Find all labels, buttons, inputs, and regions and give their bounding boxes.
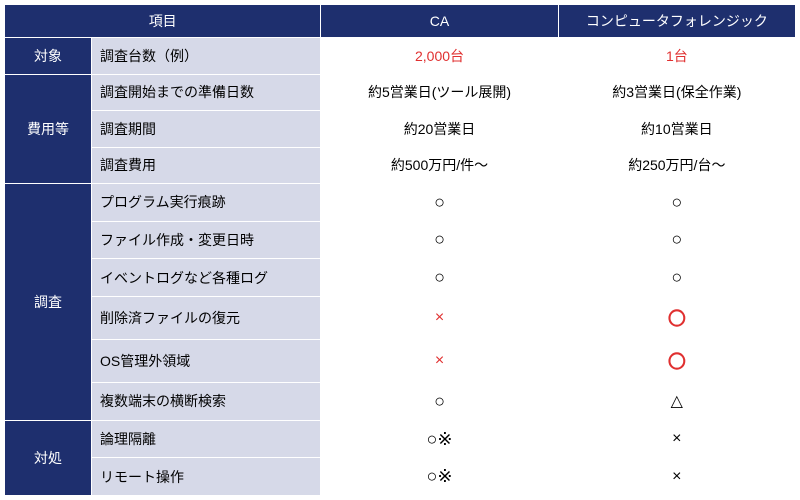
cell-ca: ○※ [321,420,558,458]
cell-cf: 約10営業日 [558,111,795,148]
row-label: イベントログなど各種ログ [92,259,321,297]
row-label: プログラム実行痕跡 [92,184,321,222]
header-ca: CA [321,5,558,38]
cell-cf: 1台 [558,38,795,75]
header-cf: コンピュータフォレンジック [558,5,795,38]
header-row: 項目 CA コンピュータフォレンジック [5,5,796,38]
category-cell: 対象 [5,38,92,75]
category-cell: 費用等 [5,74,92,184]
table-row: 削除済ファイルの復元×〇 [5,296,796,339]
table-row: 対処論理隔離○※× [5,420,796,458]
table-row: 調査期間約20営業日約10営業日 [5,111,796,148]
cell-ca: 2,000台 [321,38,558,75]
row-label: ファイル作成・変更日時 [92,221,321,259]
cell-cf: 約250万円/台～ [558,147,795,184]
cell-ca: 約20営業日 [321,111,558,148]
cell-ca: ○ [321,383,558,421]
row-label: 複数端末の横断検索 [92,383,321,421]
cell-ca: ○ [321,259,558,297]
comparison-table: 項目 CA コンピュータフォレンジック 対象調査台数（例）2,000台1台費用等… [4,4,796,496]
category-cell: 対処 [5,420,92,495]
cell-cf: 約3営業日(保全作業) [558,74,795,111]
row-label: 調査費用 [92,147,321,184]
table-row: 調査費用約500万円/件～約250万円/台～ [5,147,796,184]
header-items: 項目 [5,5,321,38]
cell-cf: ○ [558,184,795,222]
cell-ca: × [321,339,558,382]
cell-ca: 約5営業日(ツール展開) [321,74,558,111]
row-label: OS管理外領域 [92,339,321,382]
row-label: 削除済ファイルの復元 [92,296,321,339]
cell-ca: × [321,296,558,339]
cell-cf: × [558,458,795,496]
row-label: リモート操作 [92,458,321,496]
cell-ca: 約500万円/件～ [321,147,558,184]
row-label: 論理隔離 [92,420,321,458]
cell-cf: 〇 [558,339,795,382]
table-row: イベントログなど各種ログ○○ [5,259,796,297]
row-label: 調査台数（例） [92,38,321,75]
cell-ca: ○※ [321,458,558,496]
row-label: 調査期間 [92,111,321,148]
cell-cf: 〇 [558,296,795,339]
table-row: リモート操作○※× [5,458,796,496]
cell-cf: ○ [558,221,795,259]
table-row: ファイル作成・変更日時○○ [5,221,796,259]
cell-cf: ○ [558,259,795,297]
table-row: 複数端末の横断検索○△ [5,383,796,421]
table-row: OS管理外領域×〇 [5,339,796,382]
cell-ca: ○ [321,184,558,222]
cell-cf: × [558,420,795,458]
cell-ca: ○ [321,221,558,259]
table-row: 費用等調査開始までの準備日数約5営業日(ツール展開)約3営業日(保全作業) [5,74,796,111]
row-label: 調査開始までの準備日数 [92,74,321,111]
table-row: 対象調査台数（例）2,000台1台 [5,38,796,75]
table-row: 調査プログラム実行痕跡○○ [5,184,796,222]
cell-cf: △ [558,383,795,421]
category-cell: 調査 [5,184,92,421]
